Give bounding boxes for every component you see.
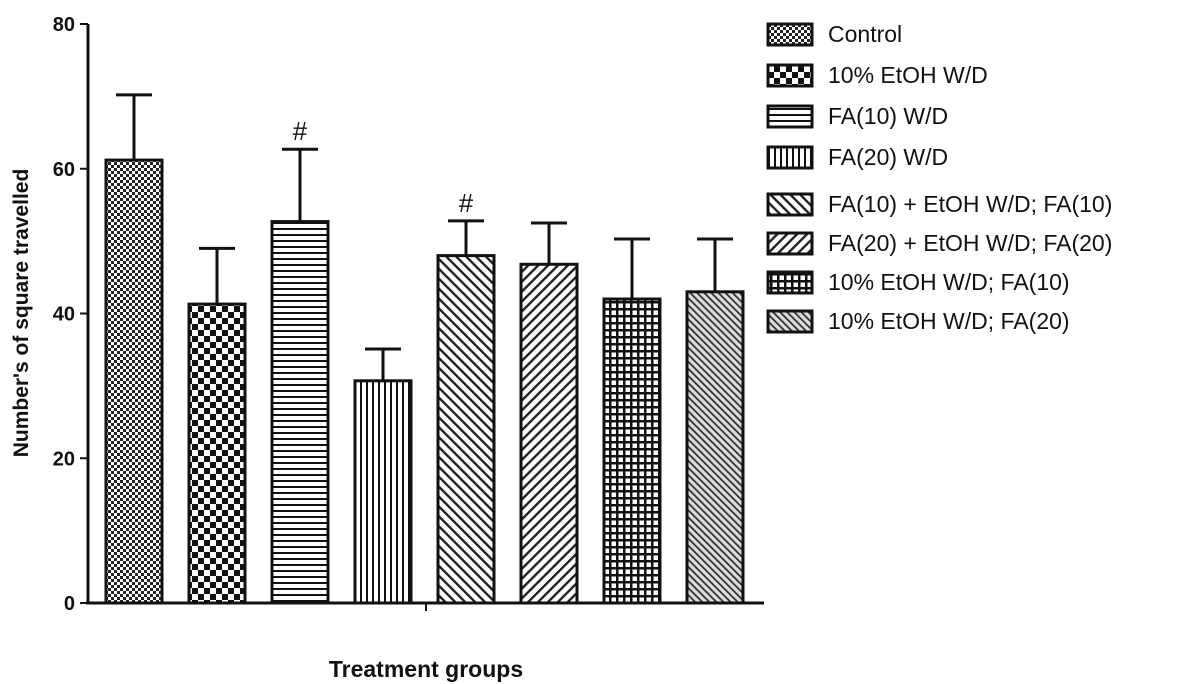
legend-label: 10% EtOH W/D; FA(20): [828, 308, 1070, 334]
x-axis-title: Treatment groups: [329, 656, 523, 682]
y-ticks: 0 20 40 60 80: [53, 14, 88, 615]
bar: [436, 254, 496, 605]
bar: [104, 158, 164, 605]
y-tick-label: 80: [53, 14, 75, 36]
legend-label: FA(20) W/D: [828, 144, 948, 170]
significance-marker: #: [293, 116, 308, 146]
y-tick-label: 40: [53, 304, 75, 326]
legend-swatch: [766, 104, 814, 129]
legend: Control 10% EtOH W/D FA(10) W/D FA(20) W/D F…: [766, 21, 1112, 334]
legend-swatch: [766, 192, 814, 217]
legend-label: FA(20) + EtOH W/D; FA(20): [828, 230, 1112, 256]
y-tick-label: 60: [53, 159, 75, 181]
y-tick-label: 20: [53, 448, 75, 470]
y-axis-title: Number's of square travelled: [10, 169, 33, 458]
legend-swatch: [766, 63, 814, 88]
legend-label: FA(10) + EtOH W/D; FA(10): [828, 191, 1112, 217]
legend-label: 10% EtOH W/D; FA(10): [828, 269, 1070, 295]
legend-swatch: [766, 231, 814, 256]
bar: [602, 297, 662, 605]
bar: [187, 302, 247, 605]
bar: [685, 290, 745, 605]
legend-swatch: [766, 22, 814, 47]
legend-label: Control: [828, 21, 902, 47]
legend-swatch: [766, 145, 814, 170]
legend-swatch: [766, 270, 814, 295]
bars: [104, 158, 745, 605]
bar: [270, 220, 330, 605]
legend-label: FA(10) W/D: [828, 103, 948, 129]
legend-label: 10% EtOH W/D: [828, 62, 988, 88]
y-tick-label: 0: [64, 593, 75, 615]
bar: [353, 379, 413, 605]
bar: [519, 262, 579, 605]
legend-swatch: [766, 309, 814, 334]
significance-marker: #: [459, 188, 474, 218]
annotations: ##: [293, 116, 474, 218]
error-bars: [116, 93, 733, 381]
